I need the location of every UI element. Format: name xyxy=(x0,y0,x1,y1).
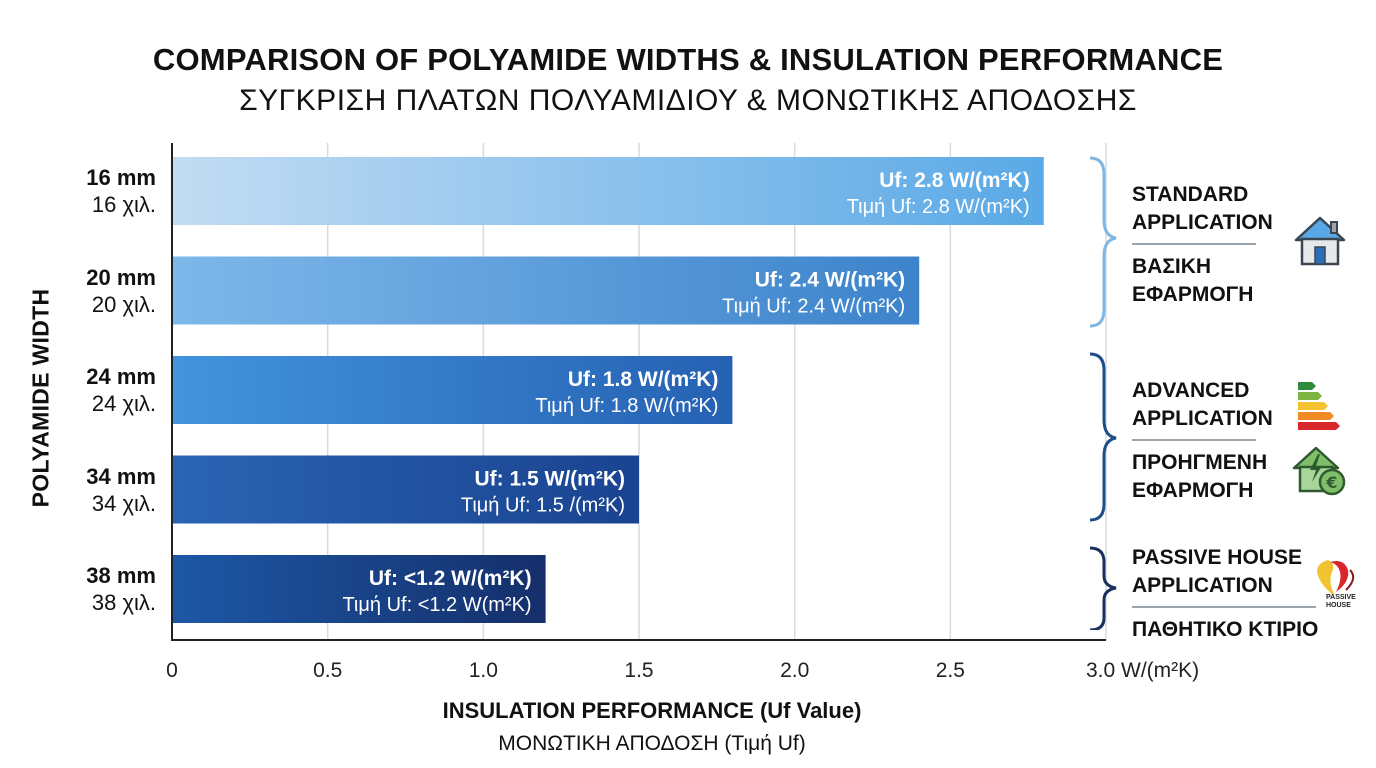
chart-title: COMPARISON OF POLYAMIDE WIDTHS & INSULAT… xyxy=(152,42,1224,77)
category-label: 20 mm 20 χιλ. xyxy=(86,264,156,318)
category-label-english: 20 mm xyxy=(86,264,156,290)
category-label: 16 mm 16 χιλ. xyxy=(86,164,156,218)
bar-value-label-greek: Τιμή Uf: 1.5 /(m²K) xyxy=(461,495,625,517)
passive-house-logo-icon: PASSIVE HOUSE xyxy=(1310,556,1362,614)
x-tick-label: 2.5 xyxy=(936,659,965,682)
bracket-standard xyxy=(1089,156,1117,328)
category-label: 34 mm 34 χιλ. xyxy=(86,463,156,517)
category-label-greek: 24 χιλ. xyxy=(91,391,156,416)
category-label-greek: 16 χιλ. xyxy=(91,192,156,217)
bar-value-label: Uf: 2.8 W/(m²K) xyxy=(879,169,1030,192)
bar xyxy=(172,256,920,325)
bar-value-label: Uf: <1.2 W/(m²K) xyxy=(369,567,532,590)
svg-text:€: € xyxy=(1325,473,1337,492)
x-tick-label: 0 xyxy=(166,659,178,682)
chart-title-greek: ΣΥΓΚΡΙΣΗ ΠΛΑΤΩΝ ΠΟΛΥΑΜΙΔΙΟΥ & ΜΟΝΩΤΙΚΗΣ … xyxy=(239,84,1137,117)
bar xyxy=(172,555,546,623)
group-advanced-english: ADVANCED APPLICATION xyxy=(1132,379,1273,430)
group-passive-label: PASSIVE HOUSE APPLICATION ΠΑΘΗΤΙΚΟ ΚΤΙΡΙ… xyxy=(1132,544,1352,644)
bar-value-label-greek: Τιμή Uf: 1.8 W/(m²K) xyxy=(535,395,718,417)
bar-value-label: Uf: 2.4 W/(m²K) xyxy=(755,269,906,292)
house-icon xyxy=(1294,216,1346,266)
group-advanced-greek: ΠΡΟΗΓΜΕΝΗ ΕΦΑΡΜΟΓΗ xyxy=(1132,451,1268,502)
green-energy-house-icon: € xyxy=(1292,446,1346,496)
x-tick-label: 1.5 xyxy=(624,659,653,682)
category-label-greek: 38 χιλ. xyxy=(91,590,156,615)
category-label-english: 38 mm xyxy=(86,563,156,588)
category-label-english: 34 mm xyxy=(86,463,156,489)
bracket-passive xyxy=(1089,546,1117,630)
bar xyxy=(172,455,639,524)
group-passive-english: PASSIVE HOUSE APPLICATION xyxy=(1132,546,1302,597)
group-standard-english: STANDARD APPLICATION xyxy=(1132,183,1273,234)
group-advanced-separator xyxy=(1132,439,1256,441)
bracket-advanced xyxy=(1089,352,1117,522)
bar xyxy=(172,356,733,424)
bar-value-label: Uf: 1.5 W/(m²K) xyxy=(475,468,626,491)
x-tick-label: 1.0 xyxy=(469,659,498,682)
x-tick-label: 0.5 xyxy=(313,659,342,682)
category-label: 38 mm 38 χιλ. xyxy=(86,562,156,616)
bar-value-label-greek: Τιμή Uf: 2.4 W/(m²K) xyxy=(722,296,905,318)
group-standard-label: STANDARD APPLICATION ΒΑΣΙΚΗ ΕΦΑΡΜΟΓΗ xyxy=(1132,181,1282,309)
passive-house-logo-text: PASSIVE HOUSE xyxy=(1326,594,1356,609)
category-label-english: 16 mm xyxy=(86,165,156,190)
bar-value-label-greek: Τιμή Uf: 2.8 W/(m²K) xyxy=(847,196,1030,218)
x-tick-label: 2.0 xyxy=(780,659,809,682)
bar-value-label-greek: Τιμή Uf: <1.2 W(m²K) xyxy=(342,594,531,616)
x-tick-label: 3.0 W/(m²K) xyxy=(1086,659,1199,682)
category-label-greek: 20 χιλ. xyxy=(91,291,156,317)
passive-house-logo-mark xyxy=(1317,560,1355,594)
x-axis-title: INSULATION PERFORMANCE (Uf Value) xyxy=(442,698,862,723)
group-standard-greek: ΒΑΣΙΚΗ ΕΦΑΡΜΟΓΗ xyxy=(1132,255,1254,306)
group-passive-greek: ΠΑΘΗΤΙΚΟ ΚΤΙΡΙΟ xyxy=(1132,618,1319,641)
category-label-english: 24 mm xyxy=(86,364,156,389)
group-advanced-label: ADVANCED APPLICATION ΠΡΟΗΓΜΕΝΗ ΕΦΑΡΜΟΓΗ xyxy=(1132,377,1282,505)
energy-rating-icon xyxy=(1298,382,1340,430)
category-label-greek: 34 χιλ. xyxy=(91,490,156,516)
x-axis-title-greek: ΜΟΝΩΤΙΚΗ ΑΠΟΔΟΣΗ (Τιμή Uf) xyxy=(498,732,806,755)
group-passive-separator xyxy=(1132,606,1316,608)
bar xyxy=(172,157,1044,225)
y-axis-title: POLYAMIDE WIDTH xyxy=(27,288,54,508)
bar-value-label: Uf: 1.8 W/(m²K) xyxy=(568,368,719,391)
category-label: 24 mm 24 χιλ. xyxy=(86,363,156,417)
group-brackets xyxy=(1089,156,1117,630)
group-standard-separator xyxy=(1132,243,1256,245)
